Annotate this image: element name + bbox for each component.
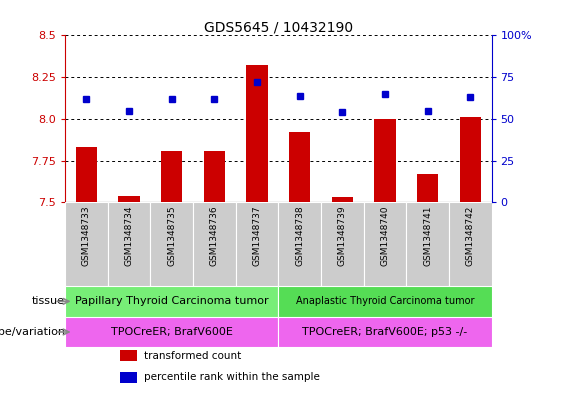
Text: Anaplastic Thyroid Carcinoma tumor: Anaplastic Thyroid Carcinoma tumor bbox=[295, 296, 474, 306]
Bar bbox=[417, 174, 438, 202]
Bar bbox=[279, 317, 492, 347]
Bar bbox=[449, 202, 492, 286]
Text: GSM1348739: GSM1348739 bbox=[338, 206, 347, 266]
Bar bbox=[120, 350, 137, 362]
Bar bbox=[161, 151, 182, 202]
Text: GSM1348742: GSM1348742 bbox=[466, 206, 475, 266]
Bar bbox=[289, 132, 310, 202]
Bar bbox=[246, 66, 268, 202]
Text: GSM1348740: GSM1348740 bbox=[380, 206, 389, 266]
Bar bbox=[332, 197, 353, 202]
Bar bbox=[459, 117, 481, 202]
Bar bbox=[279, 202, 321, 286]
Bar bbox=[76, 147, 97, 202]
Bar bbox=[65, 202, 107, 286]
Bar bbox=[236, 202, 278, 286]
Text: GSM1348736: GSM1348736 bbox=[210, 206, 219, 266]
Text: TPOCreER; BrafV600E: TPOCreER; BrafV600E bbox=[111, 327, 233, 337]
Text: GSM1348741: GSM1348741 bbox=[423, 206, 432, 266]
Bar bbox=[150, 202, 193, 286]
Text: GSM1348734: GSM1348734 bbox=[124, 206, 133, 266]
Text: tissue: tissue bbox=[32, 296, 65, 306]
Text: GSM1348733: GSM1348733 bbox=[82, 206, 91, 266]
Bar bbox=[321, 202, 364, 286]
Text: GSM1348738: GSM1348738 bbox=[295, 206, 304, 266]
Bar bbox=[65, 286, 278, 317]
Bar bbox=[279, 286, 492, 317]
Text: GSM1348735: GSM1348735 bbox=[167, 206, 176, 266]
Title: GDS5645 / 10432190: GDS5645 / 10432190 bbox=[204, 20, 353, 34]
Bar bbox=[406, 202, 449, 286]
Text: percentile rank within the sample: percentile rank within the sample bbox=[144, 373, 320, 382]
Text: GSM1348737: GSM1348737 bbox=[253, 206, 262, 266]
Bar bbox=[374, 119, 396, 202]
Bar bbox=[203, 151, 225, 202]
Bar bbox=[193, 202, 236, 286]
Bar bbox=[364, 202, 406, 286]
Text: Papillary Thyroid Carcinoma tumor: Papillary Thyroid Carcinoma tumor bbox=[75, 296, 268, 306]
Text: genotype/variation: genotype/variation bbox=[0, 327, 65, 337]
Bar bbox=[107, 202, 150, 286]
Bar bbox=[120, 371, 137, 383]
Text: transformed count: transformed count bbox=[144, 351, 241, 361]
Bar bbox=[65, 317, 278, 347]
Bar bbox=[118, 196, 140, 202]
Text: TPOCreER; BrafV600E; p53 -/-: TPOCreER; BrafV600E; p53 -/- bbox=[302, 327, 467, 337]
